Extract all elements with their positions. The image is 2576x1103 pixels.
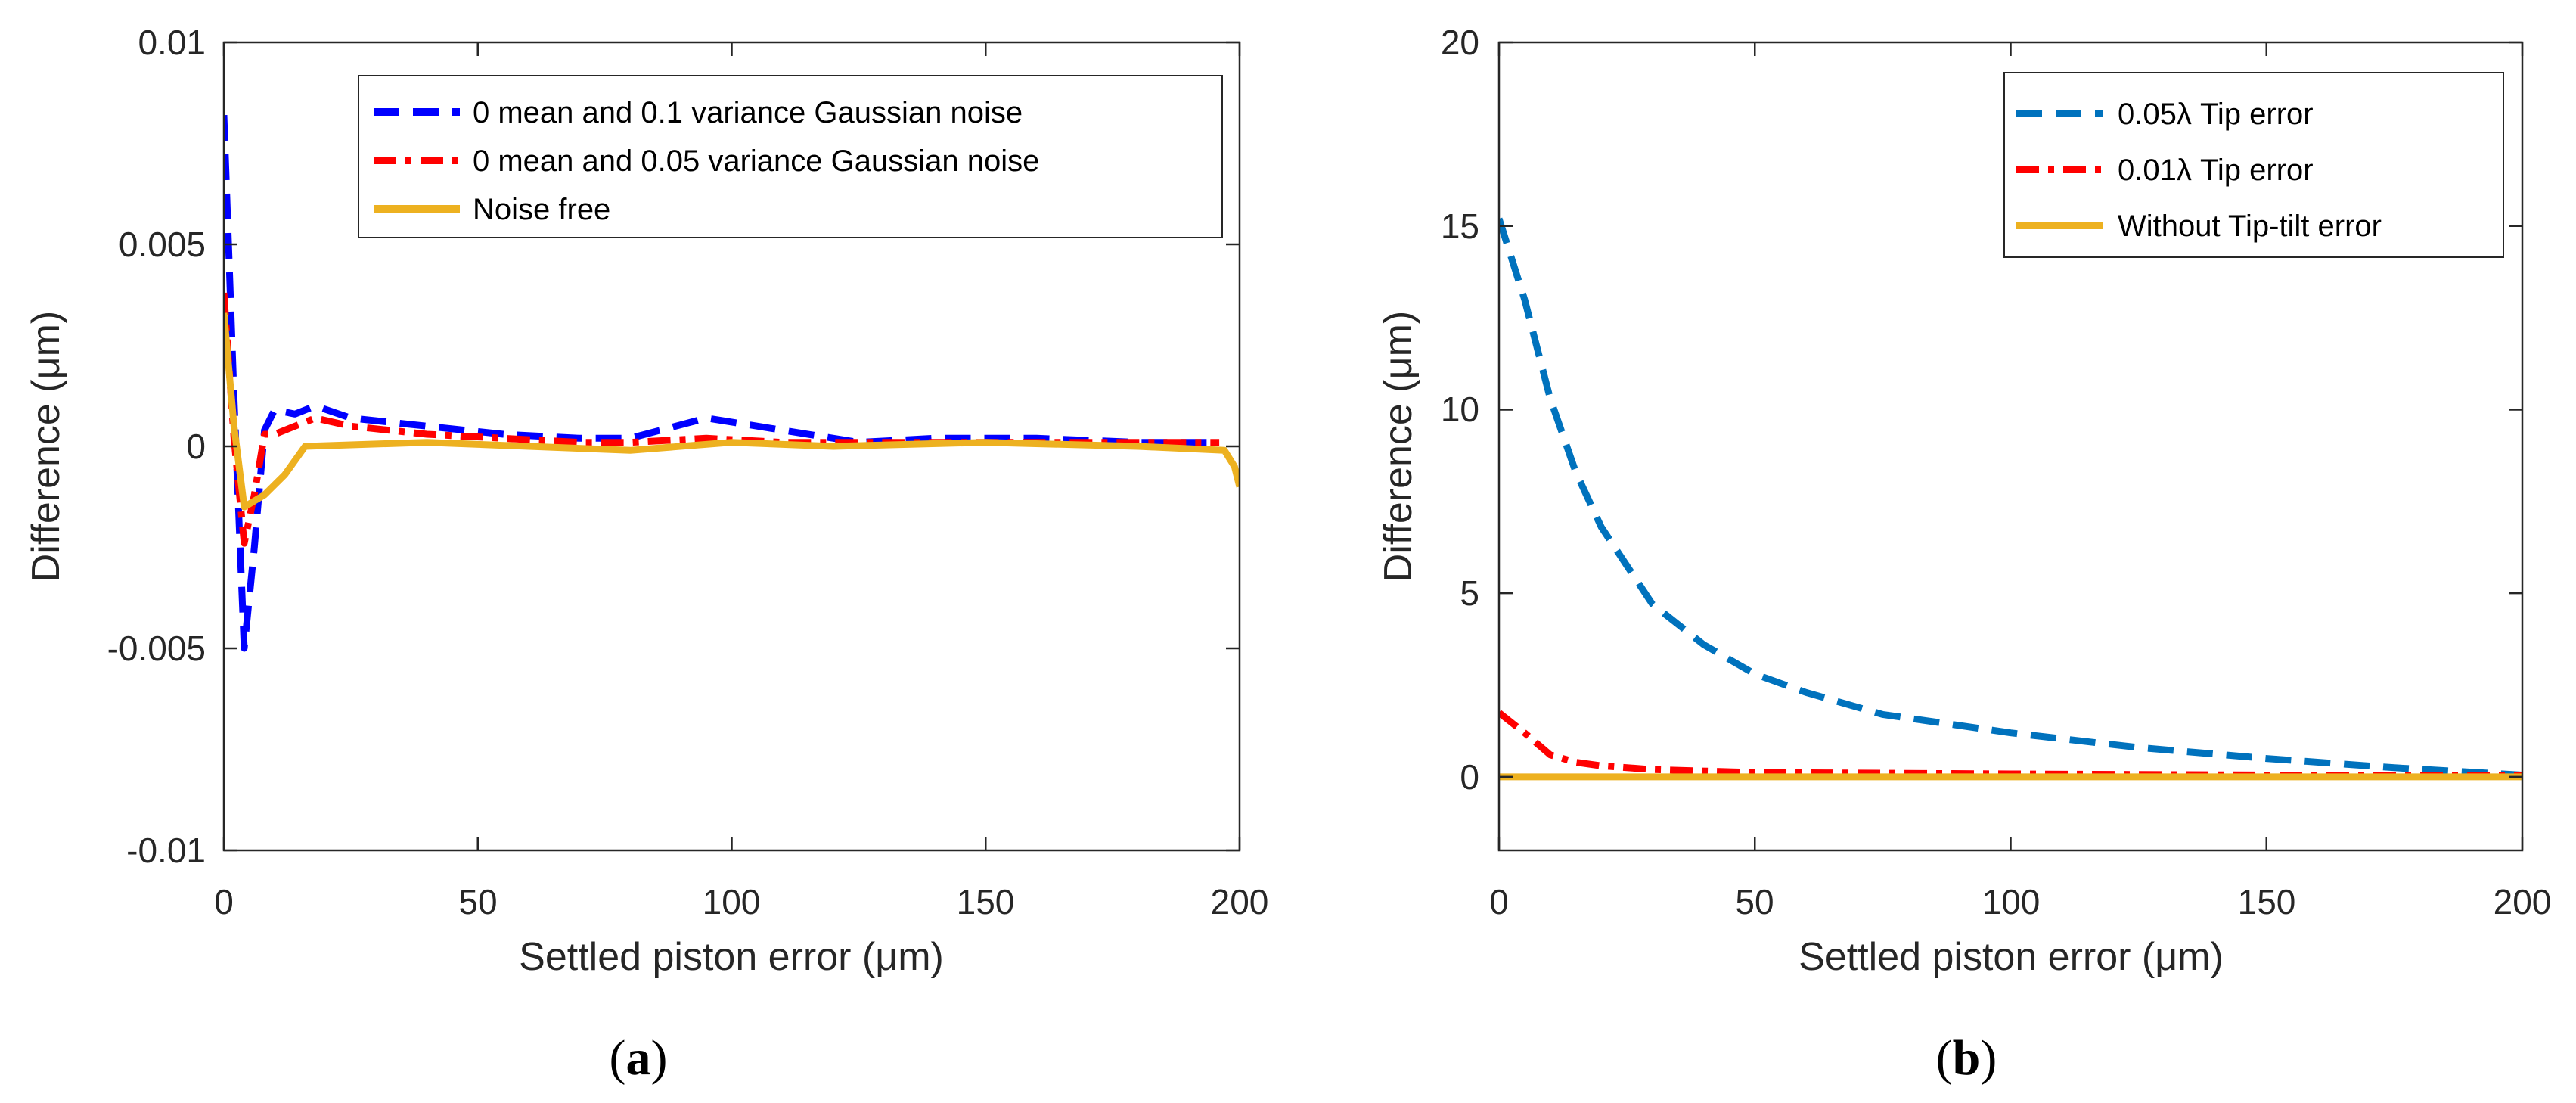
panel-a-label: a <box>626 1030 651 1086</box>
x-tick-label: 50 <box>1735 882 1774 921</box>
y-tick-label: 20 <box>1441 23 1479 62</box>
y-tick-label: -0.01 <box>126 831 206 870</box>
panel-a-x-ticks: 0 50 100 150 200 <box>214 42 1268 921</box>
y-tick-label: 10 <box>1441 390 1479 429</box>
svg-text:(a): (a) <box>610 1030 668 1086</box>
panel-a-series-line-1 <box>224 292 1220 547</box>
y-tick-label: 0 <box>1460 757 1479 797</box>
y-tick-label: 5 <box>1460 573 1479 613</box>
panel-a-y-axis-label: Difference (μm) <box>24 311 68 582</box>
x-tick-label: 200 <box>2494 882 2552 921</box>
panel-b-x-axis-label: Settled piston error (μm) <box>1799 935 2224 979</box>
panel-a-plot-series <box>224 114 1240 652</box>
panel-a-y-ticks: -0.01 -0.005 0 0.005 0.01 <box>107 23 1240 870</box>
panel-b-plot-series <box>1499 217 2522 781</box>
panel-a-series-line-2 <box>224 312 1240 511</box>
panel-a: 0 50 100 150 200 -0.01 -0.005 0 0.005 0.… <box>24 23 1268 1086</box>
y-tick-label: 0 <box>186 427 206 466</box>
panel-b-y-ticks: 0 5 10 15 20 <box>1441 23 2522 797</box>
panel-b-caption: (b) <box>1936 1030 1997 1086</box>
panel-b-y-axis-label: Difference (μm) <box>1376 311 1420 582</box>
panel-a-x-axis-label: Settled piston error (μm) <box>519 935 944 979</box>
x-tick-label: 100 <box>703 882 761 921</box>
legend-label: 0 mean and 0.05 variance Gaussian noise <box>473 144 1039 178</box>
legend-label: Noise free <box>473 193 610 226</box>
panel-b-legend: 0.05λ Tip error 0.01λ Tip error Without … <box>2003 72 2504 258</box>
panel-b-series-line-0 <box>1499 217 2522 778</box>
legend-label: 0.01λ Tip error <box>2118 154 2314 187</box>
y-tick-label: 15 <box>1441 207 1479 246</box>
panel-a-legend: 0 mean and 0.1 variance Gaussian noise 0… <box>358 75 1223 238</box>
panel-b-label: b <box>1953 1030 1981 1086</box>
y-tick-label: -0.005 <box>107 629 206 668</box>
x-tick-label: 200 <box>1211 882 1269 921</box>
y-tick-label: 0.005 <box>119 225 206 264</box>
svg-text:(b): (b) <box>1936 1030 1997 1086</box>
x-tick-label: 0 <box>1489 882 1509 921</box>
x-tick-label: 150 <box>2238 882 2296 921</box>
x-tick-label: 0 <box>214 882 234 921</box>
y-tick-label: 0.01 <box>138 23 206 62</box>
legend-label: Without Tip-tilt error <box>2118 210 2382 243</box>
legend-box <box>358 75 1223 238</box>
panel-a-caption: (a) <box>610 1030 668 1086</box>
x-tick-label: 150 <box>957 882 1015 921</box>
x-tick-label: 100 <box>1982 882 2041 921</box>
legend-label: 0 mean and 0.1 variance Gaussian noise <box>473 96 1023 129</box>
panel-b-series-line-1 <box>1499 710 2522 779</box>
x-tick-label: 50 <box>458 882 497 921</box>
legend-label: 0.05λ Tip error <box>2118 98 2314 131</box>
panel-b-x-ticks: 0 50 100 150 200 <box>1489 42 2551 921</box>
panel-a-series-line-0 <box>224 114 1220 652</box>
panel-b: 0 50 100 150 200 0 5 10 15 20 Settled pi… <box>1376 23 2551 1086</box>
